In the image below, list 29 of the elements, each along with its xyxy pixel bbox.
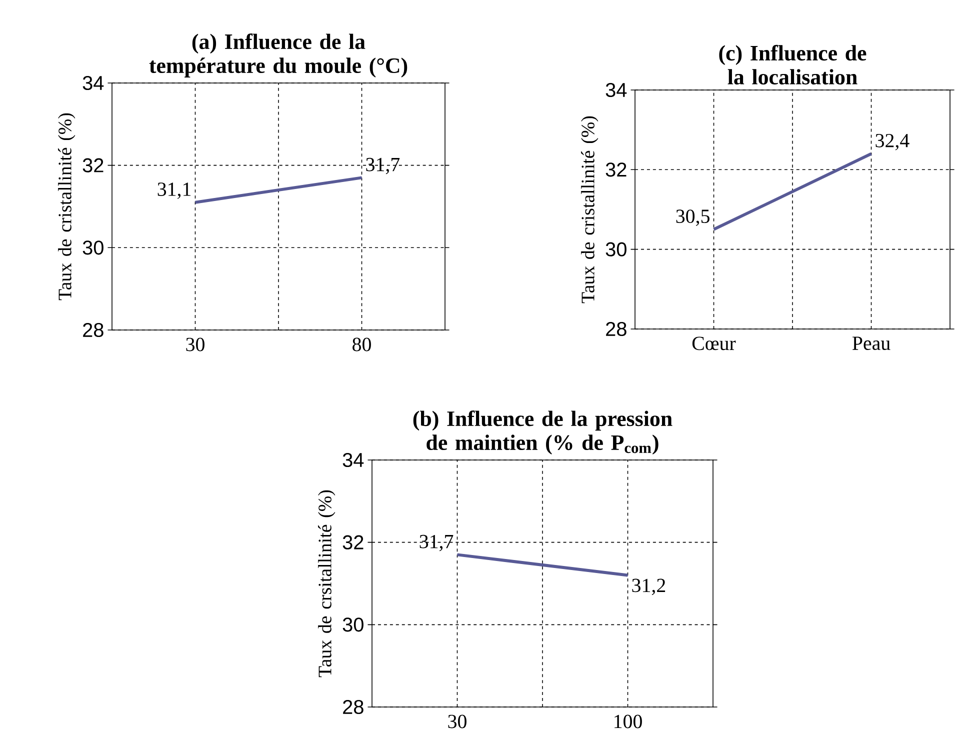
data-label: 31,7 <box>420 534 454 552</box>
y-tick-label: 34 <box>82 76 104 90</box>
y-axis-title: Taux de cristallinité (%) <box>581 116 598 304</box>
x-tick-label: 100 <box>614 714 642 728</box>
y-tick-label: 34 <box>606 82 627 98</box>
x-tick-label: 30 <box>186 338 204 352</box>
data-label: 31,7 <box>366 158 400 174</box>
y-tick-label: 30 <box>82 240 104 255</box>
y-tick-label: 32 <box>342 535 364 550</box>
y-tick-label: 34 <box>342 452 364 468</box>
chart-title: (c) Influence de la localisation <box>719 44 866 84</box>
x-tick-label: 80 <box>352 338 371 352</box>
data-label: 31,1 <box>158 182 191 199</box>
y-tick-label: 28 <box>83 322 104 338</box>
data-label: 32,4 <box>876 134 910 150</box>
data-label: 30,5 <box>676 210 710 226</box>
x-tick-label: Peau <box>852 336 890 350</box>
y-axis-title: Taux de crsitallinité (%) <box>318 490 336 678</box>
chart-title: (b) Influence de la pression de maintien (% de P$_{com}$) <box>413 410 672 455</box>
y-axis-title: Taux de cristallinité (%) <box>58 113 76 300</box>
y-tick-label: 32 <box>606 162 626 177</box>
y-tick-label: 30 <box>606 242 626 256</box>
chart-title: (a) Influence de la température du moule (°C) <box>149 33 408 78</box>
y-tick-label: 28 <box>343 700 364 714</box>
y-tick-label: 30 <box>342 618 364 632</box>
data-label: 31,2 <box>632 578 666 596</box>
x-tick-label: Cœur <box>692 336 736 350</box>
y-tick-label: 32 <box>82 158 104 172</box>
y-tick-label: 28 <box>606 322 626 336</box>
